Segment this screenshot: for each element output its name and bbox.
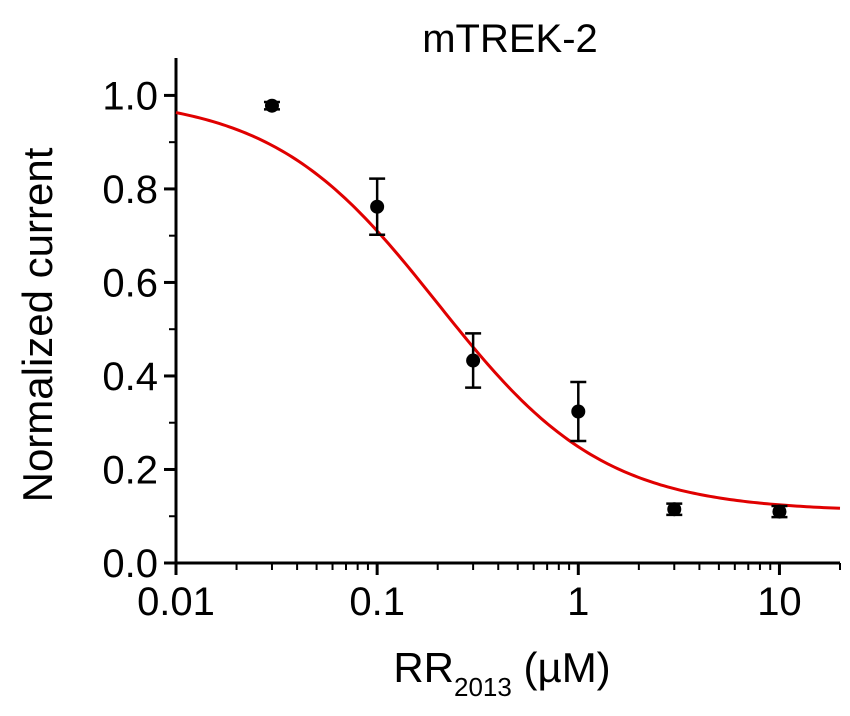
- data-point: [667, 502, 682, 517]
- y-axis-label: Normalized current: [14, 147, 61, 502]
- fit-curve: [175, 111, 841, 510]
- x-tick-label: 1: [567, 580, 589, 624]
- data-point-group: [666, 502, 683, 517]
- fit-layer: [175, 111, 841, 510]
- data-point: [466, 353, 481, 368]
- y-tick-label: 0.8: [102, 168, 158, 212]
- y-tick-label: 0.4: [102, 355, 158, 399]
- data-point: [571, 404, 586, 419]
- data-point-group: [465, 332, 482, 389]
- data-point: [264, 98, 279, 113]
- x-tick-label: 0.01: [137, 580, 215, 624]
- y-tick-label: 1.0: [102, 74, 158, 118]
- data-point: [370, 199, 385, 214]
- data-point: [772, 504, 787, 519]
- y-tick-label: 0.0: [102, 542, 158, 586]
- axes: [174, 58, 840, 565]
- data-point-group: [570, 380, 587, 443]
- x-tick-label: 10: [757, 580, 802, 624]
- x-axis-label: RR2013 (µM): [393, 644, 610, 702]
- points-layer: [263, 98, 788, 519]
- x-tick-label: 0.1: [349, 580, 405, 624]
- x-axis-label-unit: (µM): [512, 644, 611, 691]
- data-point-group: [369, 177, 386, 236]
- x-axis-label-main: RR: [393, 644, 454, 691]
- y-tick-label: 0.2: [102, 448, 158, 492]
- ticks: 0.0 0.2 0.4 0.6 0.8 1.0 0.01 0.1 1 10: [102, 74, 841, 624]
- data-point-group: [263, 98, 280, 113]
- data-point-group: [771, 504, 788, 519]
- x-axis-label-subscript: 2013: [454, 672, 512, 702]
- chart-title: mTREK-2: [422, 17, 598, 61]
- y-tick-label: 0.6: [102, 261, 158, 305]
